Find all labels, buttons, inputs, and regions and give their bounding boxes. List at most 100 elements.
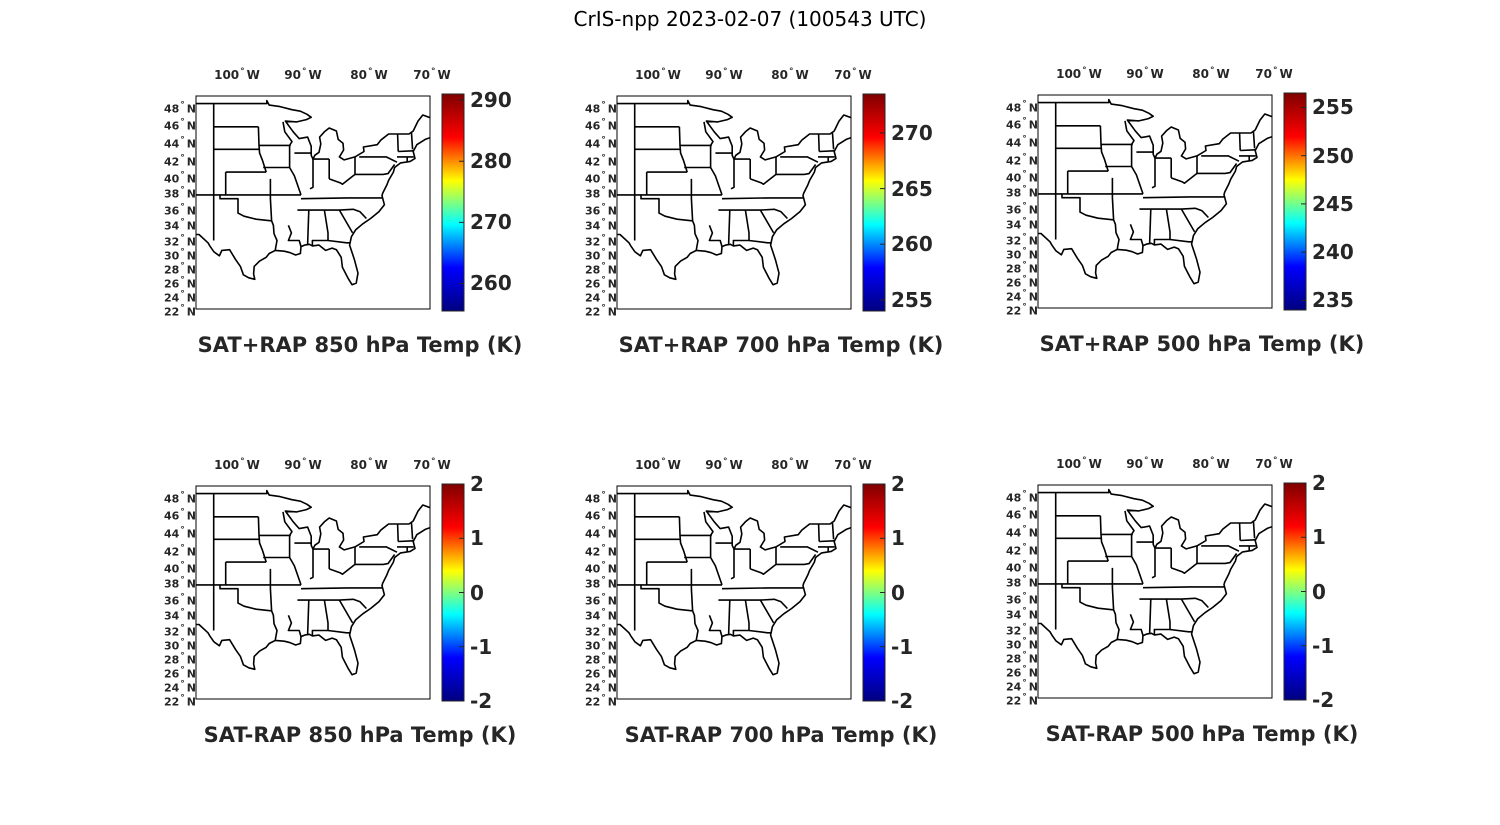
panel-title: SAT+RAP 850 hPa Temp (K) xyxy=(197,333,523,357)
map-plot xyxy=(195,93,465,312)
state-boundary xyxy=(1170,545,1198,574)
colorbar-tick-label: 2 xyxy=(470,472,484,496)
state-boundary xyxy=(396,133,399,152)
colorbar-tick-label: 245 xyxy=(1312,191,1354,216)
colorbar-tick-label: 0 xyxy=(891,580,905,605)
latitude-label: 36° N xyxy=(584,202,617,218)
state-boundary xyxy=(709,167,723,196)
state-boundary xyxy=(718,208,788,220)
colorbar-tick-label: 255 xyxy=(1312,95,1354,120)
colorbar-tick-label: 1 xyxy=(470,526,484,551)
panel-title: SAT-RAP 850 hPa Temp (K) xyxy=(203,723,517,747)
colorbar-tick-label: 1 xyxy=(891,526,905,551)
state-boundary xyxy=(817,523,820,542)
state-boundary xyxy=(831,521,835,540)
latitude-label: 46° N xyxy=(163,507,196,523)
state-boundary xyxy=(748,629,771,634)
longitude-label: 90° W xyxy=(1126,66,1164,81)
state-boundary xyxy=(287,225,302,247)
latitude-label: 30° N xyxy=(584,637,617,653)
map-panel: 290 280 270 260 100° W 90° W 80° W 70° W 48° N 46° N 44°… xyxy=(140,67,560,358)
latitude-label: 30° N xyxy=(163,637,196,653)
state-boundary xyxy=(709,557,723,586)
state-boundary xyxy=(338,599,354,624)
colorbar-tick-label: 240 xyxy=(1312,240,1354,265)
state-boundary xyxy=(219,194,272,222)
latitude-label: 32° N xyxy=(1005,622,1038,638)
panel-title: SAT-RAP 500 hPa Temp (K) xyxy=(1045,722,1359,746)
latitude-label: 26° N xyxy=(1005,664,1038,680)
panel-title: SAT-RAP 700 hPa Temp (K) xyxy=(624,723,938,747)
latitude-label: 34° N xyxy=(584,607,617,623)
latitude-label: 26° N xyxy=(1005,274,1038,290)
state-boundary xyxy=(269,568,278,641)
latitude-label: 34° N xyxy=(1005,216,1038,232)
colorbar-tick-label: 0 xyxy=(470,580,484,605)
colorbar-tick-label: 1 xyxy=(1312,525,1326,550)
state-boundary xyxy=(300,587,383,590)
state-boundary xyxy=(288,167,302,196)
map-axes-frame xyxy=(195,95,431,310)
state-boundary xyxy=(1130,556,1144,585)
colorbar xyxy=(441,93,465,312)
state-boundary xyxy=(1240,149,1256,152)
state-boundary xyxy=(328,546,356,575)
state-boundary xyxy=(398,150,414,153)
latitude-label: 30° N xyxy=(584,247,617,263)
colorbar xyxy=(862,93,886,312)
latitude-label: 46° N xyxy=(584,507,617,523)
state-boundary xyxy=(1197,553,1238,565)
state-boundary xyxy=(1197,163,1238,175)
latitude-label: 42° N xyxy=(584,543,617,559)
state-boundary xyxy=(640,194,693,222)
state-boundary xyxy=(1124,510,1135,557)
state-boundary xyxy=(1170,155,1198,184)
latitude-label: 28° N xyxy=(584,651,617,667)
state-boundary xyxy=(297,598,367,610)
latitude-label: 30° N xyxy=(163,247,196,263)
state-boundary xyxy=(819,150,835,153)
latitude-label: 22° N xyxy=(584,303,617,319)
longitude-label: 70° W xyxy=(413,67,451,82)
latitude-label: 38° N xyxy=(163,575,196,591)
latitude-label: 24° N xyxy=(584,289,617,305)
longitude-label: 70° W xyxy=(1255,66,1293,81)
state-boundary xyxy=(703,121,714,168)
figure-title: CrIS-npp 2023-02-07 (100543 UTC) xyxy=(573,7,927,31)
state-boundary xyxy=(780,156,819,163)
state-boundary xyxy=(306,210,310,246)
state-boundary xyxy=(1238,522,1241,541)
state-boundary xyxy=(306,600,310,636)
state-boundary xyxy=(257,126,267,173)
latitude-label: 34° N xyxy=(163,607,196,623)
state-boundary xyxy=(819,540,835,543)
state-boundary xyxy=(219,584,272,612)
map-axes-frame xyxy=(1037,484,1273,699)
coastline xyxy=(617,99,851,286)
state-boundary xyxy=(300,197,383,200)
latitude-label: 44° N xyxy=(163,525,196,541)
latitude-label: 36° N xyxy=(1005,591,1038,607)
longitude-label: 80° W xyxy=(1192,456,1230,471)
latitude-label: 48° N xyxy=(1005,99,1038,115)
longitude-label: 80° W xyxy=(1192,66,1230,81)
state-boundary xyxy=(1111,177,1120,250)
colorbar-tick-label: 280 xyxy=(470,149,512,174)
state-boundary xyxy=(269,178,278,251)
state-boundary xyxy=(359,156,398,163)
longitude-label: 100° W xyxy=(214,457,260,472)
latitude-label: 36° N xyxy=(584,592,617,608)
colorbar-tick-label: 235 xyxy=(1312,288,1354,313)
state-boundary xyxy=(1139,207,1209,219)
latitude-label: 44° N xyxy=(584,525,617,541)
colorbar-tick-label: 290 xyxy=(470,88,512,113)
state-boundary xyxy=(1142,196,1225,199)
state-boundary xyxy=(1061,193,1114,221)
longitude-label: 100° W xyxy=(214,67,260,82)
map-panel: 270 265 260 255 100° W 90° W 80° W 70° W 48° N 46° N 44°… xyxy=(561,67,981,358)
latitude-label: 48° N xyxy=(1005,489,1038,505)
colorbar-tick-label: -2 xyxy=(1312,688,1335,712)
longitude-label: 90° W xyxy=(284,67,322,82)
latitude-label: 24° N xyxy=(1005,288,1038,304)
state-boundary xyxy=(690,178,699,251)
